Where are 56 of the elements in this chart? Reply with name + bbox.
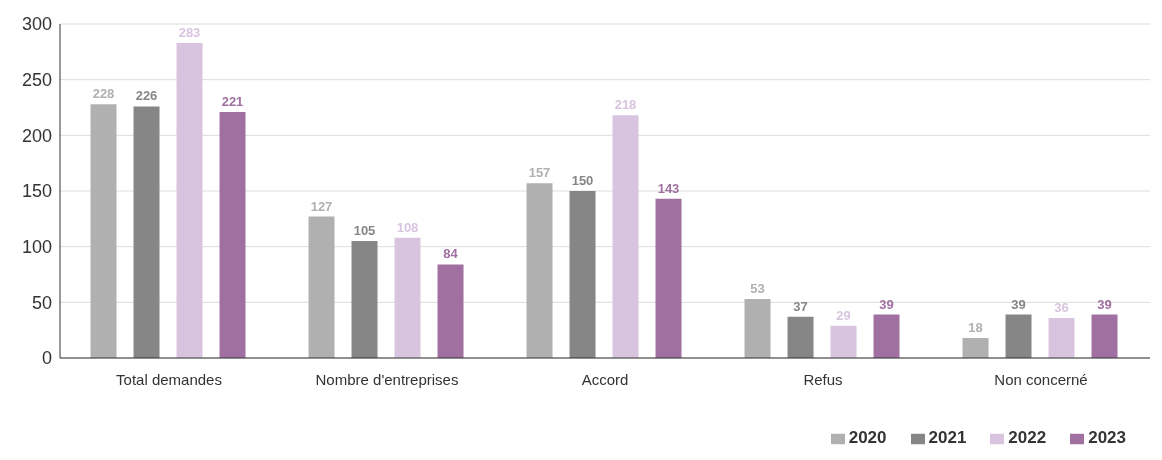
data-label: 228	[92, 86, 115, 102]
bar	[219, 111, 246, 358]
y-tick-label: 100	[21, 237, 52, 258]
bar	[962, 337, 989, 358]
data-label: 29	[836, 307, 851, 323]
data-label: 127	[310, 198, 333, 214]
y-tick-label: 200	[21, 125, 52, 146]
bar	[569, 191, 596, 358]
data-label: 39	[1011, 296, 1026, 312]
data-label: 143	[657, 180, 680, 196]
x-tick-label: Accord	[581, 370, 629, 388]
bar	[873, 314, 900, 358]
x-tick-label: Refus	[803, 370, 843, 388]
data-label: 221	[221, 93, 244, 109]
data-label: 36	[1054, 299, 1069, 315]
data-label: 84	[443, 246, 459, 262]
y-tick-label: 250	[21, 70, 52, 91]
data-label: 39	[1097, 296, 1112, 312]
bar	[90, 104, 117, 358]
data-label: 53	[750, 280, 765, 296]
x-tick-label: Nombre d'entreprises	[315, 370, 459, 388]
y-tick-label: 0	[41, 348, 52, 369]
bar	[308, 216, 335, 358]
y-tick-label: 150	[21, 181, 52, 202]
y-tick-label: 50	[31, 292, 52, 313]
x-tick-label: Non concerné	[994, 370, 1088, 388]
bar	[744, 298, 771, 358]
bar	[526, 183, 553, 358]
bar	[655, 198, 682, 358]
data-label: 37	[793, 298, 808, 314]
data-label: 150	[571, 173, 594, 188]
data-label: 226	[135, 88, 158, 104]
bar	[1005, 314, 1032, 358]
bar	[133, 106, 160, 358]
x-tick-label: Total demandes	[116, 370, 222, 388]
legend-label: 2022	[1008, 428, 1047, 447]
bar	[787, 316, 814, 358]
data-label: 283	[178, 24, 201, 40]
data-label: 157	[528, 165, 551, 181]
legend-label: 2023	[1088, 428, 1126, 447]
data-label: 218	[614, 97, 637, 113]
bar	[394, 237, 421, 358]
y-tick-label: 300	[21, 14, 52, 35]
bar	[612, 115, 639, 358]
data-label: 18	[968, 319, 983, 335]
bar	[437, 264, 464, 358]
data-label: 39	[879, 296, 894, 312]
bar	[830, 325, 857, 358]
bar	[1091, 314, 1118, 358]
bar	[1048, 317, 1075, 358]
data-label: 105	[353, 223, 376, 239]
bar	[351, 241, 378, 358]
bar	[176, 42, 203, 358]
legend-label: 2021	[928, 428, 967, 447]
legend-label: 2020	[848, 428, 887, 447]
data-label: 108	[396, 219, 419, 235]
